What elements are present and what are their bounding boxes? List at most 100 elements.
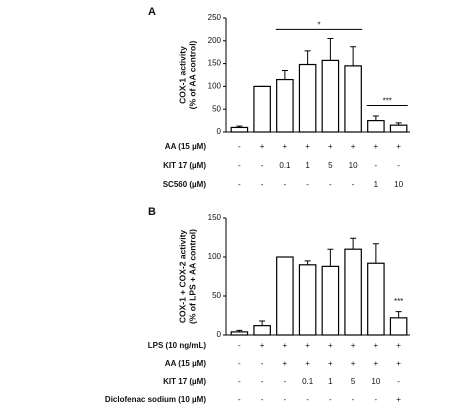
row-value: - bbox=[238, 377, 241, 386]
y-tick-label: 150 bbox=[208, 59, 222, 68]
row-value: - bbox=[375, 161, 378, 170]
row-label: SC560 (µM) bbox=[163, 180, 207, 189]
row-value: - bbox=[306, 180, 309, 189]
row-value: - bbox=[238, 161, 241, 170]
y-axis-label: COX-1 + COX-2 activity bbox=[177, 230, 187, 324]
row-value: + bbox=[260, 341, 265, 350]
y-axis-label: (% of AA control) bbox=[187, 40, 197, 109]
y-axis-label: COX-1 activity bbox=[177, 46, 187, 104]
error-bar bbox=[327, 248, 334, 267]
row-label: KIT 17 (µM) bbox=[163, 161, 206, 170]
row-value: + bbox=[396, 341, 401, 350]
row-value: - bbox=[375, 395, 378, 404]
row-value: - bbox=[284, 180, 287, 189]
row-value: 1 bbox=[305, 161, 310, 170]
row-value: + bbox=[305, 341, 310, 350]
row-value: - bbox=[352, 395, 355, 404]
error-bar bbox=[304, 260, 311, 265]
row-value: + bbox=[305, 142, 310, 151]
y-tick-label: 0 bbox=[217, 127, 222, 136]
row-value: + bbox=[260, 142, 265, 151]
row-value: - bbox=[238, 359, 241, 368]
error-bar bbox=[395, 122, 402, 126]
row-value: 10 bbox=[349, 161, 358, 170]
error-bar bbox=[350, 237, 357, 250]
row-value: - bbox=[284, 395, 287, 404]
bar bbox=[230, 331, 249, 336]
bar bbox=[253, 325, 271, 336]
row-value: 5 bbox=[351, 377, 356, 386]
panel-label: B bbox=[148, 206, 156, 218]
y-tick-label: 50 bbox=[212, 291, 221, 300]
row-value: + bbox=[351, 359, 356, 368]
error-bar bbox=[281, 69, 288, 80]
bar bbox=[230, 126, 249, 133]
row-value: + bbox=[396, 142, 401, 151]
bar bbox=[276, 256, 294, 336]
row-label: Diclofenac sodium (10 µM) bbox=[105, 395, 206, 404]
row-value: - bbox=[329, 180, 332, 189]
error-bar bbox=[372, 243, 379, 264]
error-bar bbox=[395, 311, 402, 318]
row-value: - bbox=[397, 161, 400, 170]
y-tick-label: 100 bbox=[208, 252, 222, 261]
row-value: - bbox=[284, 377, 287, 386]
error-bar bbox=[304, 50, 311, 65]
row-value: 1 bbox=[328, 377, 333, 386]
error-bar bbox=[350, 46, 357, 66]
row-value: + bbox=[374, 341, 379, 350]
error-bar bbox=[259, 320, 266, 326]
row-value: - bbox=[352, 180, 355, 189]
row-value: - bbox=[261, 161, 264, 170]
row-value: + bbox=[305, 359, 310, 368]
row-value: + bbox=[396, 395, 401, 404]
y-tick-label: 100 bbox=[208, 82, 222, 91]
row-value: + bbox=[351, 341, 356, 350]
bar bbox=[276, 78, 294, 133]
significance-mark: *** bbox=[383, 97, 392, 106]
error-bar bbox=[327, 38, 334, 61]
y-tick-label: 250 bbox=[208, 13, 222, 22]
error-bar bbox=[236, 125, 243, 128]
row-value: + bbox=[283, 359, 288, 368]
row-value: + bbox=[328, 142, 333, 151]
row-value: - bbox=[306, 395, 309, 404]
y-axis-label: (% of LPS + AA control) bbox=[187, 229, 197, 324]
y-tick-label: 50 bbox=[212, 104, 221, 113]
bar bbox=[389, 317, 408, 336]
row-value: - bbox=[238, 395, 241, 404]
row-label: AA (15 µM) bbox=[165, 142, 207, 151]
row-value: - bbox=[261, 377, 264, 386]
row-value: - bbox=[238, 142, 241, 151]
bar bbox=[321, 59, 340, 133]
row-value: + bbox=[328, 341, 333, 350]
row-value: + bbox=[374, 142, 379, 151]
bar bbox=[389, 124, 408, 133]
row-value: + bbox=[351, 142, 356, 151]
row-label: KIT 17 (µM) bbox=[163, 377, 206, 386]
bar bbox=[367, 262, 385, 336]
row-value: 10 bbox=[371, 377, 380, 386]
row-value: - bbox=[261, 359, 264, 368]
bar bbox=[321, 265, 340, 336]
row-value: + bbox=[283, 142, 288, 151]
row-value: - bbox=[261, 180, 264, 189]
row-value: + bbox=[374, 359, 379, 368]
row-value: 10 bbox=[394, 180, 403, 189]
bar bbox=[367, 119, 385, 133]
significance-mark: * bbox=[317, 21, 320, 30]
row-value: - bbox=[238, 341, 241, 350]
bar bbox=[298, 264, 317, 336]
row-label: AA (15 µM) bbox=[165, 359, 207, 368]
panel-label: A bbox=[148, 6, 156, 18]
row-label: LPS (10 ng/mL) bbox=[148, 341, 207, 350]
row-value: - bbox=[238, 180, 241, 189]
bar bbox=[344, 65, 362, 133]
row-value: + bbox=[283, 341, 288, 350]
row-value: - bbox=[329, 395, 332, 404]
error-bar bbox=[236, 329, 243, 332]
bar bbox=[344, 248, 362, 336]
row-value: 0.1 bbox=[279, 161, 291, 170]
row-value: - bbox=[397, 377, 400, 386]
